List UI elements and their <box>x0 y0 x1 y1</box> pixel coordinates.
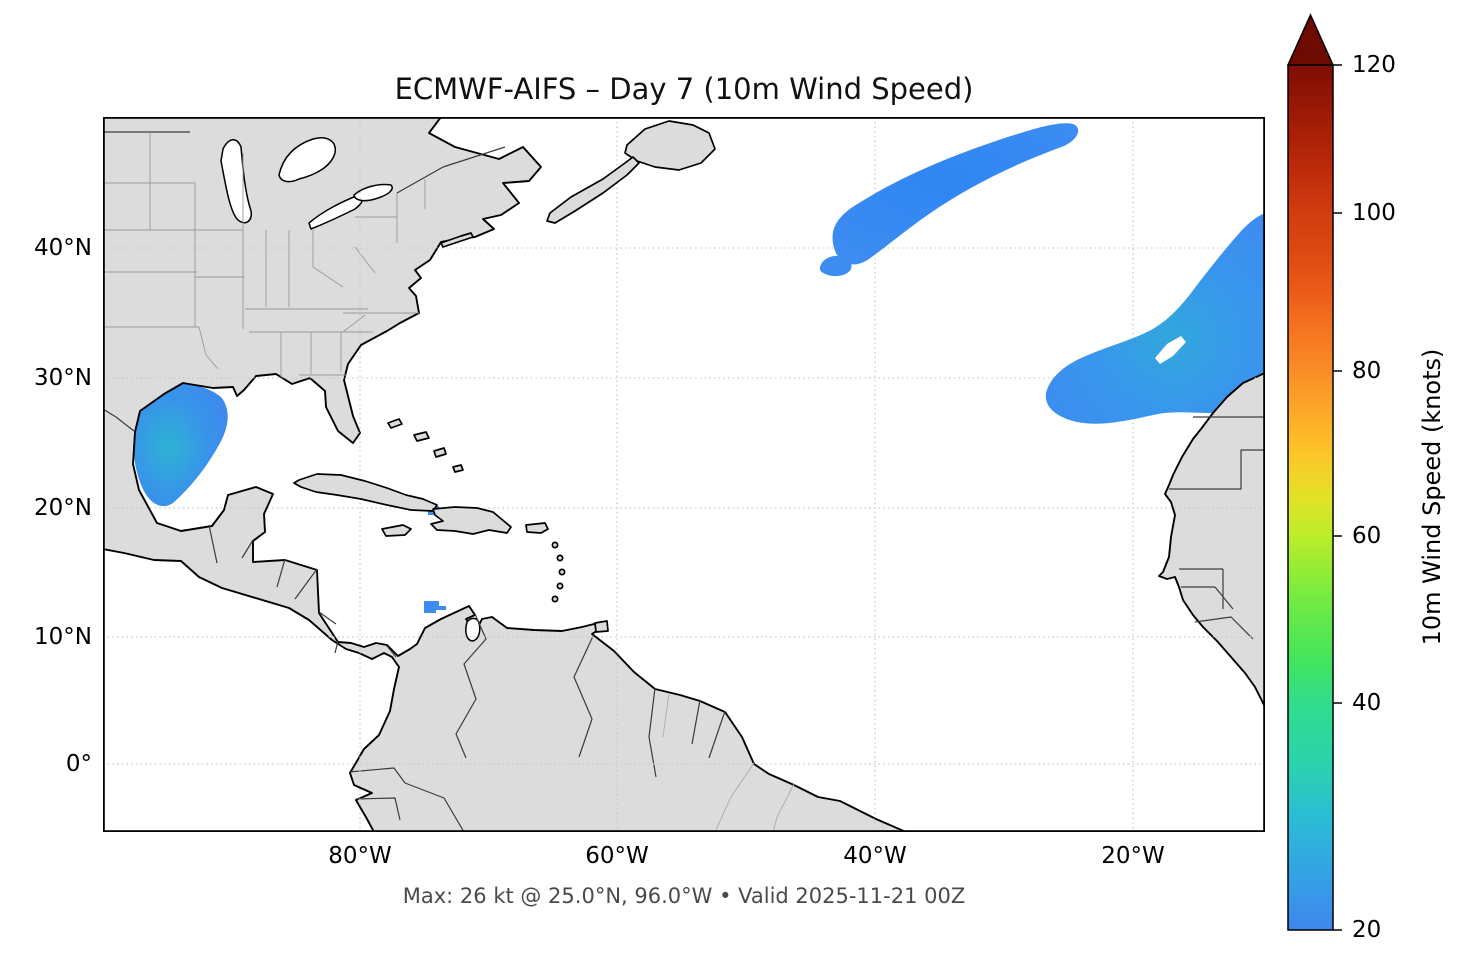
cbar-tick-80: 80 <box>1352 358 1382 384</box>
lake-michigan <box>220 139 253 224</box>
colorbar-tick-marks <box>1333 64 1342 931</box>
colorbar-axis-label: 10m Wind Speed (knots) <box>1418 348 1446 646</box>
rivers <box>662 692 795 832</box>
cbar-tick-60: 60 <box>1352 523 1382 549</box>
figure-title: ECMWF-AIFS – Day 7 (10m Wind Speed) <box>394 72 974 106</box>
wind-patch-s-caribbean <box>424 601 446 613</box>
island-hispaniola <box>430 506 512 535</box>
figure-caption: Max: 26 kt @ 25.0°N, 96.0°W • Valid 2025… <box>402 884 966 908</box>
wind-patch-gulf-of-mexico <box>133 383 228 507</box>
colorbar <box>1286 13 1342 931</box>
wind-patch-east-atlantic <box>1045 213 1265 424</box>
wind-patch-nw-atlantic-streak <box>832 123 1079 265</box>
lake-ontario <box>353 183 393 202</box>
islands-lesser-antilles <box>551 541 566 603</box>
lake-maracaibo <box>465 617 481 642</box>
ytick-10n: 10°N <box>34 624 92 650</box>
map-axes <box>103 117 1265 832</box>
island-puerto-rico <box>525 522 549 534</box>
landmasses <box>103 117 1265 832</box>
cbar-tick-100: 100 <box>1352 200 1396 226</box>
landmass-americas <box>103 117 907 832</box>
axes-frame <box>103 117 1265 832</box>
wind-patch-hole <box>1155 336 1186 364</box>
ytick-30n: 30°N <box>34 365 92 391</box>
wind-patch-small-spot <box>819 255 852 277</box>
lake-erie <box>308 194 364 230</box>
ytick-0: 0° <box>65 751 92 777</box>
graticule <box>103 117 1265 832</box>
island-trinidad <box>594 620 609 633</box>
wind-speed-overlay <box>133 123 1265 613</box>
landmass-africa <box>1158 372 1265 708</box>
cbar-tick-20: 20 <box>1352 917 1382 943</box>
xtick-20w: 20°W <box>1101 843 1165 869</box>
country-borders <box>103 131 1265 832</box>
ytick-20n: 20°N <box>34 495 92 521</box>
lakes <box>220 137 481 642</box>
islands-bahamas <box>387 418 464 473</box>
map-svg <box>103 117 1265 832</box>
colorbar-gradient <box>1287 64 1334 931</box>
ytick-40n: 40°N <box>34 235 92 261</box>
cbar-tick-120: 120 <box>1352 52 1396 78</box>
lake-huron <box>278 137 336 183</box>
island-long-island <box>440 232 474 248</box>
island-jamaica <box>381 524 412 537</box>
cbar-tick-40: 40 <box>1352 690 1382 716</box>
xtick-60w: 60°W <box>585 843 649 869</box>
island-nova-scotia <box>546 156 640 224</box>
xtick-80w: 80°W <box>328 843 392 869</box>
xtick-40w: 40°W <box>843 843 907 869</box>
colorbar-extend-arrow <box>1286 13 1335 66</box>
us-state-borders <box>103 133 426 377</box>
